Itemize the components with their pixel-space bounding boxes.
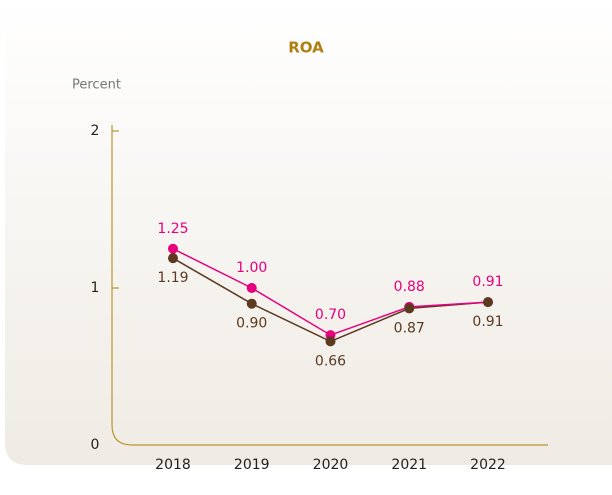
x-tick-label: 2018 [155,457,191,473]
y-tick-label: 2 [91,123,100,139]
data-point [168,253,178,264]
data-label: 0.88 [394,279,425,295]
data-label: 0.87 [394,320,425,336]
data-point [404,303,415,314]
data-point [483,297,493,308]
axis-line [111,125,548,446]
data-label: 0.70 [315,307,346,323]
data-point [168,243,178,254]
data-label: 1.00 [236,260,267,276]
data-label: 0.91 [472,274,503,290]
y-tick-label: 1 [91,280,100,296]
x-tick-label: 2022 [470,457,506,473]
data-label: 0.91 [472,314,503,330]
data-label: 1.25 [157,221,188,237]
data-point [246,298,257,309]
y-tick-label: 0 [91,437,100,453]
data-point [325,336,336,347]
x-tick-label: 2021 [391,457,427,473]
card [5,0,612,465]
x-tick-label: 2020 [313,457,349,473]
data-point [246,283,257,293]
data-label: 0.66 [315,353,346,369]
y-axis-label: Percent [72,78,121,93]
data-label: 0.90 [236,316,267,332]
data-label: 1.19 [157,270,188,286]
chart-title: ROA [288,39,324,57]
x-tick-label: 2019 [234,457,270,473]
